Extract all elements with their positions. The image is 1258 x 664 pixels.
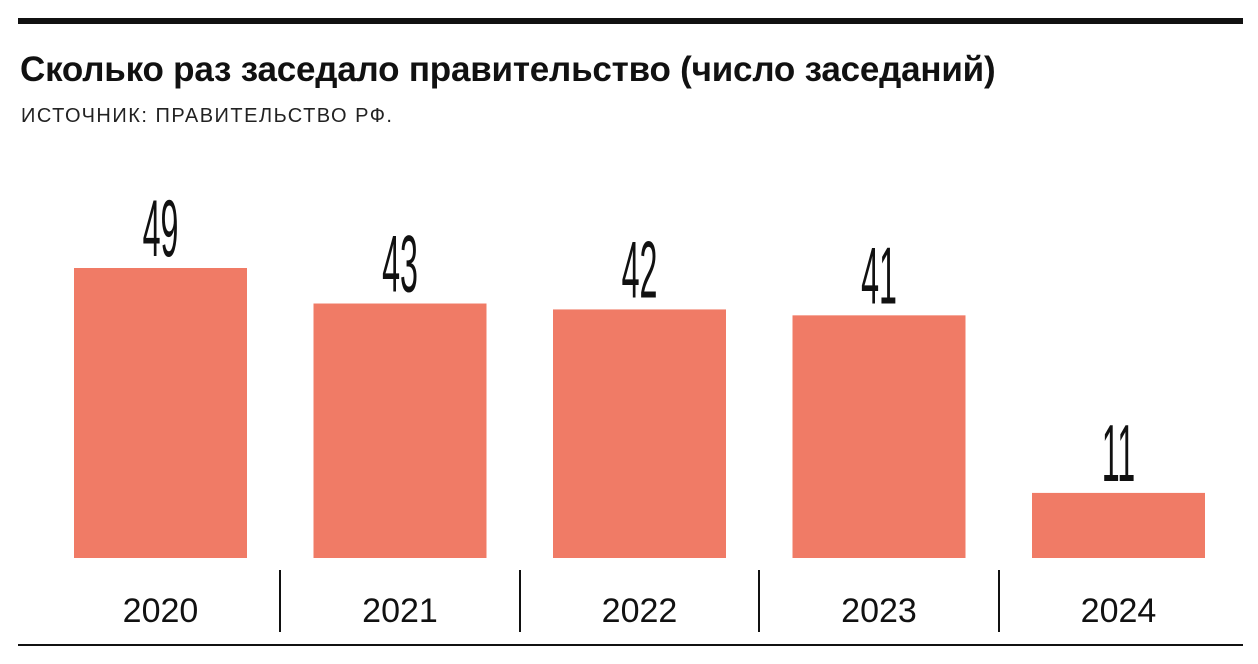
value-label-2022: 42 [622,225,658,316]
bar-2024 [1032,492,1205,558]
bars-layer [74,268,1205,558]
bar-2021 [313,303,487,558]
separators-layer [279,570,1000,632]
value-label-2023: 41 [861,231,897,322]
value-label-2021: 43 [382,219,418,310]
bottom-rule [18,644,1243,646]
value-label-2024: 11 [1102,409,1135,500]
value-label-2020: 49 [143,184,179,275]
value-labels-layer: 49 43 42 41 11 [143,184,1136,499]
bar-2023 [792,315,966,558]
bar-2020 [74,268,247,558]
chart-source: ИСТОЧНИК: ПРАВИТЕЛЬСТВО РФ. [21,105,394,127]
top-rule [18,18,1243,24]
category-label-2022: 2022 [602,592,678,630]
category-label-2021: 2021 [362,592,438,630]
category-label-2020: 2020 [123,592,199,630]
category-labels-layer: 2020 2021 2022 2023 2024 [123,592,1157,630]
category-label-2024: 2024 [1081,592,1157,630]
bar-2022 [553,309,726,558]
chart-title: Сколько раз заседало правительство (числ… [20,50,996,89]
category-label-2023: 2023 [841,592,917,630]
